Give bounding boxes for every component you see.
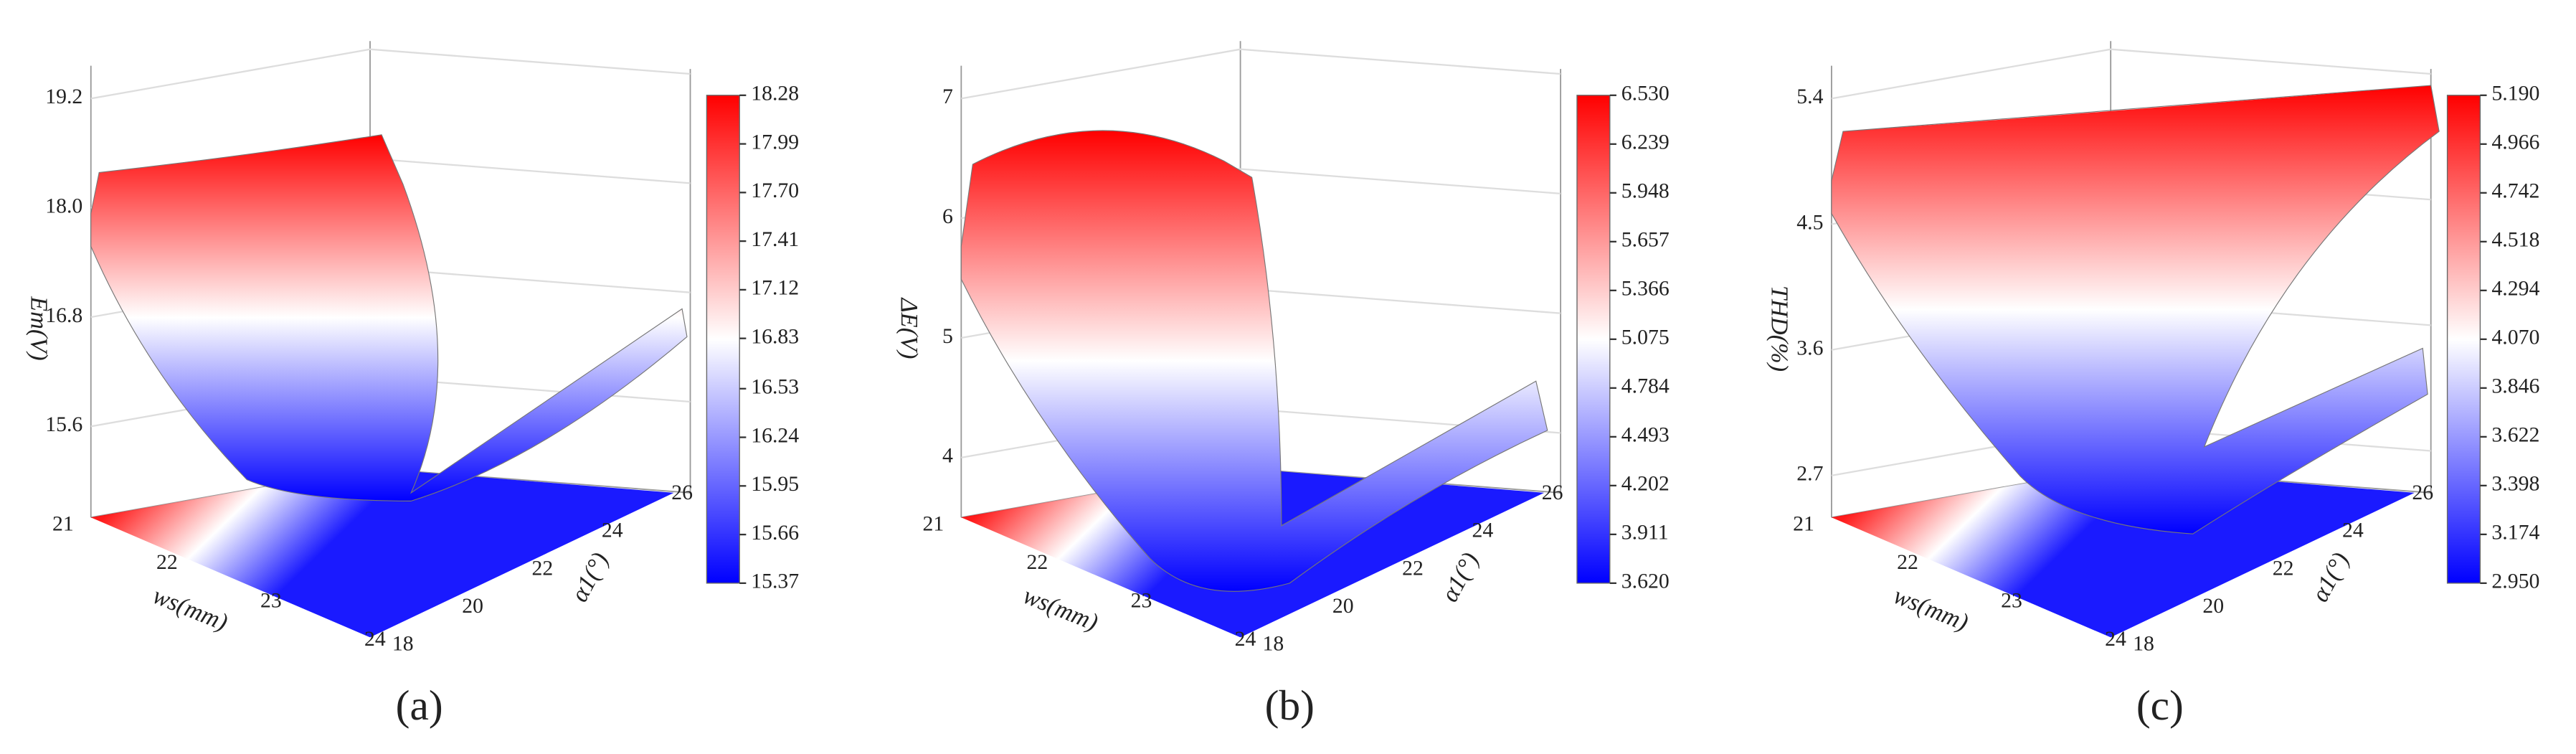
- surface: [90, 134, 688, 501]
- z-tick-label: 19.2: [45, 85, 82, 108]
- y-axis-label: α1(°): [2306, 548, 2354, 606]
- panel: 2.7 3.6 4.5 5.4 21 22 23 24 18 20 22 24 26 ws(mm) α1(°…: [1766, 41, 2539, 729]
- caption: (c): [2136, 682, 2184, 729]
- colorbar-label: 16.24: [751, 423, 799, 447]
- colorbar-label: 5.190: [2491, 82, 2539, 105]
- y-tick-label: 20: [462, 594, 483, 618]
- z-tick-label: 4: [942, 444, 953, 468]
- colorbar-label: 4.070: [2491, 326, 2539, 349]
- colorbar-label: 17.99: [751, 130, 799, 154]
- colorbar-label: 15.95: [751, 472, 799, 496]
- colorbar-label: 3.622: [2491, 423, 2539, 447]
- y-axis-label: α1(°): [566, 548, 614, 606]
- y-tick-label: 26: [2412, 481, 2433, 504]
- x-axis-label: ws(mm): [1890, 582, 1972, 636]
- x-axis-label: ws(mm): [1019, 582, 1102, 636]
- y-axis-label: α1(°): [1436, 548, 1484, 606]
- z-tick-label: 5.4: [1796, 85, 1823, 108]
- x-tick-label: 21: [1793, 512, 1814, 536]
- colorbar-label: 4.784: [1621, 374, 1670, 398]
- z-tick-label: 16.8: [45, 303, 82, 327]
- x-tick-label: 22: [1897, 550, 1918, 574]
- y-tick-label: 24: [1472, 519, 1493, 542]
- y-tick-label: 22: [1402, 556, 1424, 580]
- colorbar-label: 2.950: [2491, 570, 2539, 593]
- colorbar-label: 4.202: [1621, 472, 1670, 496]
- z-tick-label: 7: [942, 85, 953, 108]
- colorbar-label: 6.239: [1621, 131, 1670, 154]
- colorbar-label: 17.70: [751, 179, 799, 202]
- caption: (b): [1265, 682, 1315, 729]
- y-tick-label: 20: [1332, 594, 1354, 618]
- grid-line: [1831, 48, 2431, 100]
- colorbar-label: 4.493: [1621, 423, 1670, 447]
- panel: 4 5 6 7 21 22 23 24 18 20 22 24 26 ws(mm) α1(°) ΔE(V) 6.…: [896, 41, 1670, 729]
- colorbar-label: 3.398: [2491, 472, 2539, 496]
- x-tick-label: 22: [156, 550, 178, 574]
- x-tick-label: 23: [2001, 588, 2022, 612]
- colorbar-label: 17.41: [751, 227, 799, 251]
- y-tick-label: 26: [1542, 481, 1563, 504]
- colorbar: [706, 95, 740, 584]
- y-tick-label: 18: [1263, 632, 1284, 656]
- z-axis-label: ΔE(V): [896, 296, 923, 359]
- z-axis-label: Em(V): [25, 296, 52, 361]
- x-tick-label: 22: [1027, 550, 1048, 574]
- colorbar-label: 5.075: [1621, 326, 1670, 349]
- z-tick-label: 15.6: [45, 413, 82, 436]
- z-tick-label: 5: [942, 324, 953, 348]
- colorbar-label: 3.174: [2491, 521, 2539, 545]
- colorbar-label: 3.846: [2491, 374, 2539, 398]
- colorbar-label: 5.657: [1621, 228, 1670, 252]
- z-tick-label: 18.0: [45, 194, 82, 218]
- z-axis-label: THD(%): [1766, 286, 1793, 372]
- y-tick-label: 22: [532, 556, 554, 580]
- z-tick-label: 3.6: [1796, 336, 1823, 360]
- y-tick-label: 24: [2342, 519, 2364, 542]
- colorbar: [1576, 95, 1611, 584]
- grid-line: [961, 48, 1561, 100]
- x-tick-label: 21: [52, 512, 74, 536]
- y-tick-label: 18: [392, 632, 414, 656]
- colorbar-label: 15.37: [751, 570, 799, 593]
- caption: (a): [396, 682, 443, 729]
- x-tick-label: 24: [2105, 627, 2126, 651]
- x-tick-label: 24: [364, 627, 386, 651]
- x-tick-label: 23: [260, 588, 282, 612]
- colorbar-label: 5.948: [1621, 179, 1670, 203]
- colorbar: [2446, 95, 2481, 584]
- surface: [1831, 85, 2440, 534]
- surface: [960, 130, 1548, 592]
- x-tick-label: 21: [923, 512, 944, 536]
- y-tick-label: 22: [2273, 556, 2294, 580]
- z-tick-label: 2.7: [1796, 462, 1823, 486]
- colorbar-label: 5.366: [1621, 277, 1670, 301]
- y-tick-label: 26: [671, 481, 693, 504]
- y-tick-label: 18: [2133, 632, 2154, 656]
- colorbar-label: 3.911: [1621, 521, 1669, 545]
- colorbar-label: 16.83: [751, 324, 799, 348]
- colorbar-label: 4.518: [2491, 228, 2539, 252]
- colorbar-label: 18.28: [751, 82, 799, 105]
- grid-line: [90, 48, 691, 100]
- colorbar-label: 15.66: [751, 521, 799, 545]
- z-tick-label: 6: [942, 204, 953, 228]
- y-tick-label: 20: [2202, 594, 2224, 618]
- colorbar-label: 3.620: [1621, 570, 1670, 593]
- x-tick-label: 23: [1131, 588, 1152, 612]
- colorbar-label: 4.294: [2491, 277, 2539, 301]
- colorbar-label: 4.742: [2491, 179, 2539, 203]
- floor: [1831, 468, 2415, 638]
- colorbar-label: 6.530: [1621, 82, 1670, 105]
- colorbar-label: 4.966: [2491, 131, 2539, 154]
- y-tick-label: 24: [602, 519, 623, 542]
- colorbar-label: 16.53: [751, 375, 799, 399]
- x-tick-label: 24: [1235, 627, 1256, 651]
- colorbar-label: 17.12: [751, 276, 799, 300]
- z-tick-label: 4.5: [1796, 210, 1823, 234]
- floor: [90, 468, 674, 638]
- x-axis-label: ws(mm): [149, 582, 232, 636]
